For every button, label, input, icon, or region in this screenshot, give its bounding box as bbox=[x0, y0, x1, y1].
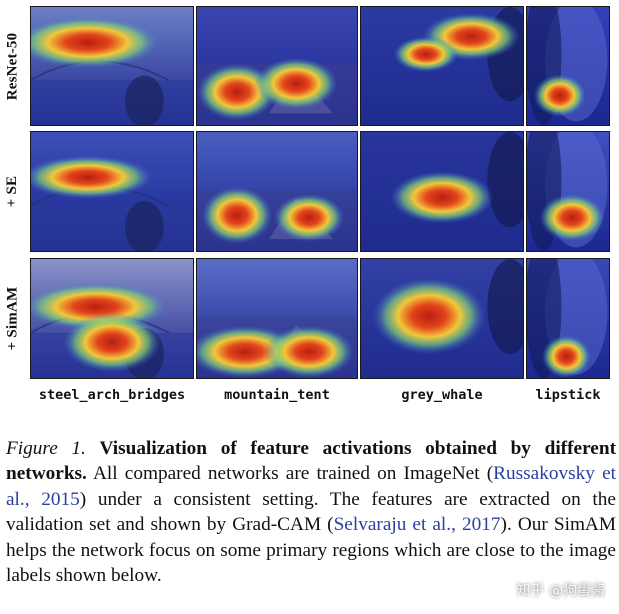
heatmap-resnet50-tent bbox=[196, 6, 358, 126]
citation-selvaraju[interactable]: Selvaraju et al., 2017 bbox=[333, 514, 501, 536]
row-label-simam: + SimAM bbox=[4, 286, 21, 350]
heatmap-se-lips bbox=[526, 131, 610, 252]
heatmap-simam-tent bbox=[196, 258, 358, 379]
heatmap-se-bridge bbox=[30, 131, 194, 252]
row-label-resnet50: ResNet-50 bbox=[4, 32, 21, 100]
heatmap-simam-whale bbox=[360, 258, 524, 379]
caption-text-2: ) under a consistent setting. The featur… bbox=[6, 488, 616, 536]
caption-figure-label: Figure 1. bbox=[6, 438, 86, 459]
heatmap-se-tent bbox=[196, 131, 358, 252]
caption-text-3: ). Our SimAM helps the network focus on … bbox=[6, 514, 617, 587]
watermark: 知乎 @狗蛋酱 bbox=[516, 583, 605, 599]
column-label-lipstick: lipstick bbox=[535, 387, 601, 403]
column-label-steel-arch-bridges: steel_arch_bridges bbox=[38, 387, 186, 403]
row-label-se: + SE bbox=[4, 175, 21, 207]
heatmap-simam-lips bbox=[526, 258, 610, 379]
citation-russakovsky[interactable]: Russakovsky et al., 2015 bbox=[6, 463, 616, 510]
column-label-mountain-tent: mountain_tent bbox=[224, 387, 330, 403]
figure-1: ResNet-50 + SE + SimAM bbox=[4, 6, 610, 403]
heatmap-resnet50-lips bbox=[526, 6, 610, 126]
column-label-grey-whale: grey_whale bbox=[401, 387, 483, 403]
heatmap-simam-bridge bbox=[30, 258, 194, 379]
heatmap-resnet50-whale bbox=[360, 6, 524, 126]
heatmap-resnet50-bridge bbox=[30, 6, 194, 126]
caption-title: Visualization of feature activations obt… bbox=[6, 438, 616, 485]
heatmap-se-whale bbox=[360, 131, 524, 252]
figure-caption: Figure 1. Visualization of feature activ… bbox=[6, 436, 616, 588]
caption-text-1: All compared networks are trained on Ima… bbox=[92, 463, 494, 485]
